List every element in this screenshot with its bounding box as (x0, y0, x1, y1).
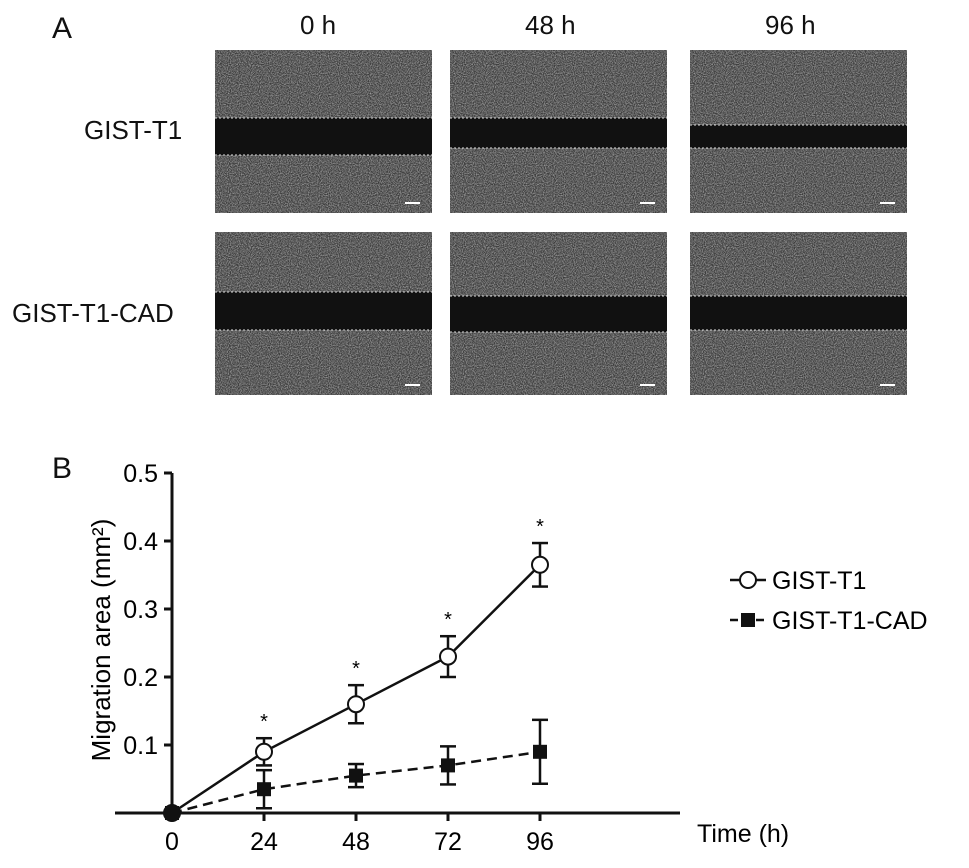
legend-label: GIST-T1-CAD (772, 607, 928, 635)
data-point-circle (531, 555, 549, 574)
x-tick-label: 0 (165, 828, 179, 856)
legend-label: GIST-T1 (772, 567, 866, 595)
data-point-square (441, 758, 455, 773)
data-point-square (257, 782, 271, 797)
y-tick-label: 0.2 (123, 664, 158, 692)
scratch-gap (450, 118, 667, 148)
scratch-gap (690, 125, 907, 148)
scratch-image-gist-t1-cad-48h (450, 232, 667, 395)
significance-asterisk: * (260, 711, 268, 733)
data-point-circle (439, 647, 457, 666)
data-point-circle (255, 742, 273, 761)
scratch-gap (215, 292, 432, 330)
data-point-square (349, 768, 363, 783)
scratch-image-gist-t1-cad-0h (215, 232, 432, 395)
scratch-gap (450, 296, 667, 332)
x-axis-label: Time (h) (697, 820, 789, 848)
legend-marker-circle (739, 571, 757, 589)
row-label-gist-t1: GIST-T1 (84, 115, 183, 145)
row-label-gist-t1-cad: GIST-T1-CAD (12, 298, 174, 328)
scratch-gap (215, 118, 432, 155)
scratch-image-gist-t1-cad-96h (690, 232, 907, 395)
x-tick-label: 72 (434, 828, 462, 856)
x-tick-label: 48 (342, 828, 370, 856)
scratch-gap (690, 296, 907, 330)
column-label-96h: 96 h (765, 10, 816, 40)
x-tick-label: 96 (526, 828, 554, 856)
data-point-square (165, 806, 179, 820)
y-axis-label: Migration area (mm²) (86, 519, 116, 762)
y-tick-label: 0.3 (123, 596, 158, 624)
legend-marker-square (741, 613, 755, 627)
scratch-image-gist-t1-96h (690, 50, 907, 213)
series-line-1 (171, 750, 541, 815)
panel-a-letter: A (52, 12, 73, 45)
significance-asterisk: * (444, 609, 452, 631)
panel-b-letter: B (52, 452, 73, 485)
significance-asterisk: * (352, 658, 360, 680)
y-tick-label: 0.5 (123, 460, 158, 488)
significance-asterisk: * (536, 516, 544, 538)
data-point-square (533, 744, 547, 759)
scratch-image-gist-t1-48h (450, 50, 667, 213)
column-label-48h: 48 h (525, 10, 576, 40)
y-tick-label: 0.1 (123, 732, 158, 760)
data-point-circle (347, 695, 365, 714)
column-label-0h: 0 h (300, 10, 337, 40)
scratch-image-gist-t1-0h (215, 50, 432, 213)
y-tick-label: 0.4 (123, 528, 158, 556)
x-tick-label: 24 (250, 828, 278, 856)
